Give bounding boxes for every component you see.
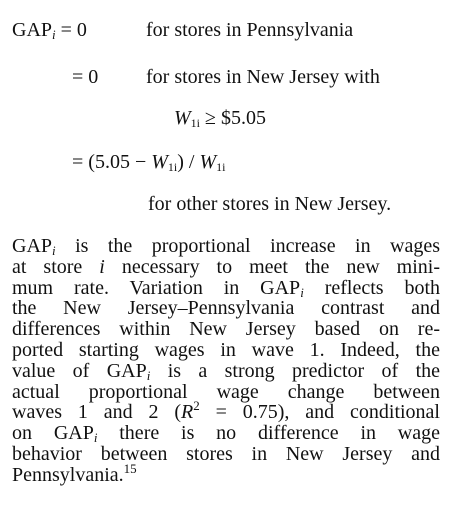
wage-symbol: W: [199, 151, 217, 173]
equals-zero-2: = 0: [72, 66, 99, 88]
equals-zero: = 0: [60, 19, 87, 41]
condition-pennsylvania: for stores in Pennsylvania: [146, 19, 354, 41]
geq-threshold: ≥ $5.05: [205, 107, 266, 129]
paragraph-line: behavior between stores in New Jersey an…: [12, 442, 440, 465]
wage-subscript: 1i: [216, 160, 226, 174]
gap-symbol: GAP: [12, 19, 53, 41]
paragraph-line: GAPi is the proportional increase in wag…: [12, 235, 440, 258]
formula-mid: ) /: [177, 151, 200, 173]
gap-formula: = (5.05 − W1i) / W1i: [72, 150, 225, 174]
paragraph-line: Pennsylvania.15: [12, 460, 137, 486]
wage-subscript: 1i: [167, 160, 178, 174]
paragraph-line: differences within New Jersey based on r…: [12, 318, 440, 341]
paragraph-line: on GAPi there is no difference in wage: [12, 422, 441, 446]
condition-other-nj: for other stores in New Jersey.: [148, 193, 392, 215]
subscript-i: i: [52, 27, 56, 42]
formula-lead: = (5.05 −: [72, 151, 152, 173]
paragraph-line: actual proportional wage change between: [12, 380, 440, 403]
equation-line-1: GAPi = 0: [12, 18, 87, 42]
wage-subscript: 1i: [190, 116, 201, 130]
condition-wage-threshold: W1i ≥ $5.05: [174, 106, 266, 130]
wage-symbol: W: [174, 107, 191, 129]
paragraph-line: ported starting wages in wave 1. Indeed,…: [12, 338, 440, 361]
paragraph-line: mum rate. Variation in GAPi reflects bot…: [12, 276, 441, 300]
paragraph-line: value of GAPi is a strong predictor of t…: [12, 359, 440, 383]
wage-symbol: W: [151, 151, 168, 173]
paragraph-line: waves 1 and 2 (R2 = 0.75), and condition…: [12, 398, 440, 424]
condition-nj-with: for stores in New Jersey with: [146, 66, 380, 88]
footnote-marker[interactable]: 15: [123, 460, 137, 476]
body-paragraph: GAPi is the proportional increase in wag…: [12, 236, 440, 486]
paragraph-line: at store i necessary to meet the new min…: [12, 255, 440, 278]
paragraph-line: the New Jersey–Pennsylvania contrast and: [12, 297, 440, 320]
